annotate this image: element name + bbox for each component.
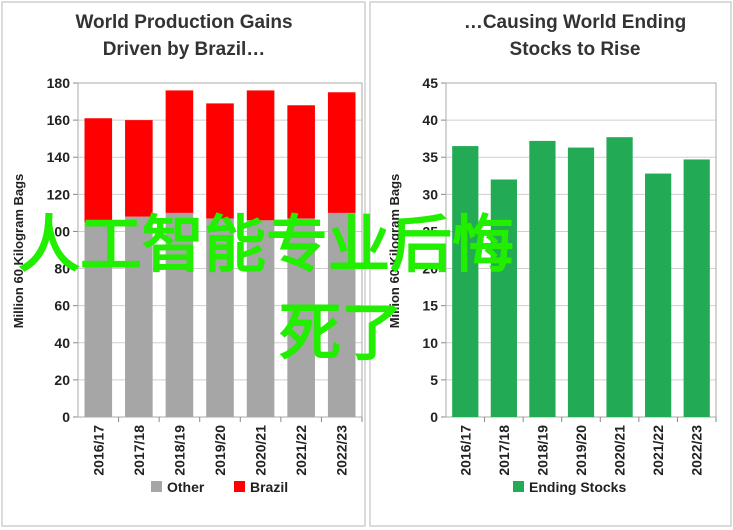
- right-chart-x-tick-label: 2019/20: [573, 425, 589, 476]
- left-chart-bar-other: [287, 218, 315, 417]
- right-chart-bar-ending-stocks: [529, 140, 556, 418]
- right-chart-bar-ending-stocks: [490, 179, 517, 417]
- legend-swatch-brazil: [234, 481, 245, 492]
- left-chart-y-tick-label: 120: [47, 186, 71, 202]
- right-chart-bar-ending-stocks: [452, 146, 479, 418]
- right-chart-y-axis-label: Million 60 Kilogram Bags: [387, 174, 402, 329]
- right-chart-y-tick-label: 10: [422, 335, 438, 351]
- left-chart-bar-brazil: [327, 92, 356, 213]
- left-chart-y-axis-label: Million 60 Kilogram Bags: [11, 174, 26, 329]
- left-chart-x-tick-label: 2019/20: [212, 425, 228, 476]
- left-chart-bar-other: [246, 220, 275, 417]
- legend-label-brazil: Brazil: [250, 479, 288, 495]
- left-chart-y-tick-label: 0: [62, 409, 70, 425]
- left-chart-x-tick-label: 2022/23: [334, 425, 350, 476]
- watermark-text-line-1: 人工智能专业后悔: [18, 208, 514, 281]
- left-chart-y-tick-label: 60: [54, 298, 70, 314]
- left-chart-title-line-1: World Production Gains: [75, 12, 292, 33]
- left-chart-bar-other: [327, 212, 356, 417]
- left-chart-bar-other: [125, 216, 153, 417]
- left-chart-title-line-2: Driven by Brazil…: [103, 39, 266, 60]
- right-chart-legend: Ending Stocks: [513, 479, 626, 495]
- left-chart-y-tick-label: 140: [47, 149, 71, 165]
- left-chart-bar-brazil: [165, 90, 194, 213]
- right-chart-title-line-1: …Causing World Ending: [464, 12, 686, 33]
- right-chart-y-tick-label: 40: [422, 112, 438, 128]
- left-chart-bar-brazil: [206, 103, 234, 219]
- left-chart-y-tick-label: 100: [47, 223, 71, 239]
- right-chart-title-line-2: Stocks to Rise: [510, 39, 641, 60]
- right-chart-y-tick-label: 45: [422, 75, 438, 91]
- left-chart-legend: Other Brazil: [151, 479, 288, 495]
- right-chart-x-tick-label: 2020/21: [612, 425, 628, 476]
- legend-swatch-other: [151, 481, 162, 492]
- left-chart-bar-other: [206, 218, 234, 417]
- right-chart-x-tick-label: 2017/18: [496, 425, 512, 476]
- right-chart-y-tick-label: 30: [422, 186, 438, 202]
- left-chart-bar-brazil: [84, 118, 113, 223]
- left-chart-y-tick-label: 180: [47, 75, 71, 91]
- right-chart-bar-ending-stocks: [683, 159, 710, 417]
- right-chart-frame: [369, 1, 732, 527]
- right-chart-bar-ending-stocks: [567, 147, 595, 417]
- left-chart-bar-brazil: [287, 105, 315, 219]
- left-chart-x-tick-label: 2016/17: [90, 425, 106, 476]
- left-chart-x-tick-label: 2020/21: [253, 425, 269, 476]
- left-chart-x-tick-label: 2018/19: [171, 425, 187, 476]
- right-chart-x-tick-label: 2016/17: [457, 425, 473, 476]
- left-chart-y-tick-label: 160: [47, 112, 71, 128]
- legend-label-ending-stocks: Ending Stocks: [529, 479, 626, 495]
- legend-swatch-ending-stocks: [513, 481, 524, 492]
- right-chart-x-tick-label: 2022/23: [689, 425, 705, 476]
- left-chart-y-tick-label: 20: [54, 372, 70, 388]
- left-chart-y-tick-label: 80: [54, 261, 70, 277]
- right-chart-bar-ending-stocks: [645, 173, 672, 417]
- left-chart-bar-brazil: [125, 120, 153, 217]
- right-chart-y-tick-label: 15: [422, 298, 438, 314]
- right-chart-y-tick-label: 35: [422, 149, 438, 165]
- left-chart-frame: [1, 1, 366, 527]
- right-chart-y-tick-label: 20: [422, 261, 438, 277]
- left-chart-bar-other: [84, 222, 113, 417]
- right-chart-x-tick-label: 2021/22: [650, 425, 666, 476]
- right-chart-bar-ending-stocks: [606, 137, 633, 417]
- right-chart-y-tick-label: 25: [422, 223, 438, 239]
- watermark-text-line-2: 死了: [279, 296, 403, 369]
- left-chart-plot: 0 20 40 60 80 100 120 140 160 180 2016/17 2017/18 20…: [47, 75, 363, 476]
- watermark-overlay: 人工智能专业后悔 死了: [18, 208, 514, 369]
- left-chart-x-tick-label: 2021/22: [293, 425, 309, 476]
- right-chart-y-tick-label: 0: [430, 409, 438, 425]
- right-chart-y-tick-label: 5: [430, 372, 438, 388]
- left-chart-x-tick-label: 2017/18: [131, 425, 147, 476]
- legend-label-other: Other: [167, 479, 205, 495]
- left-chart-y-tick-label: 40: [54, 335, 70, 351]
- right-chart-plot: 0 5 10 15 20 25 30 35 40 45 2016/17 2017/18 2018/19 2…: [422, 75, 717, 476]
- left-chart-bar-brazil: [246, 90, 275, 221]
- left-chart-bar-other: [165, 212, 194, 417]
- right-chart-x-tick-label: 2018/19: [534, 425, 550, 476]
